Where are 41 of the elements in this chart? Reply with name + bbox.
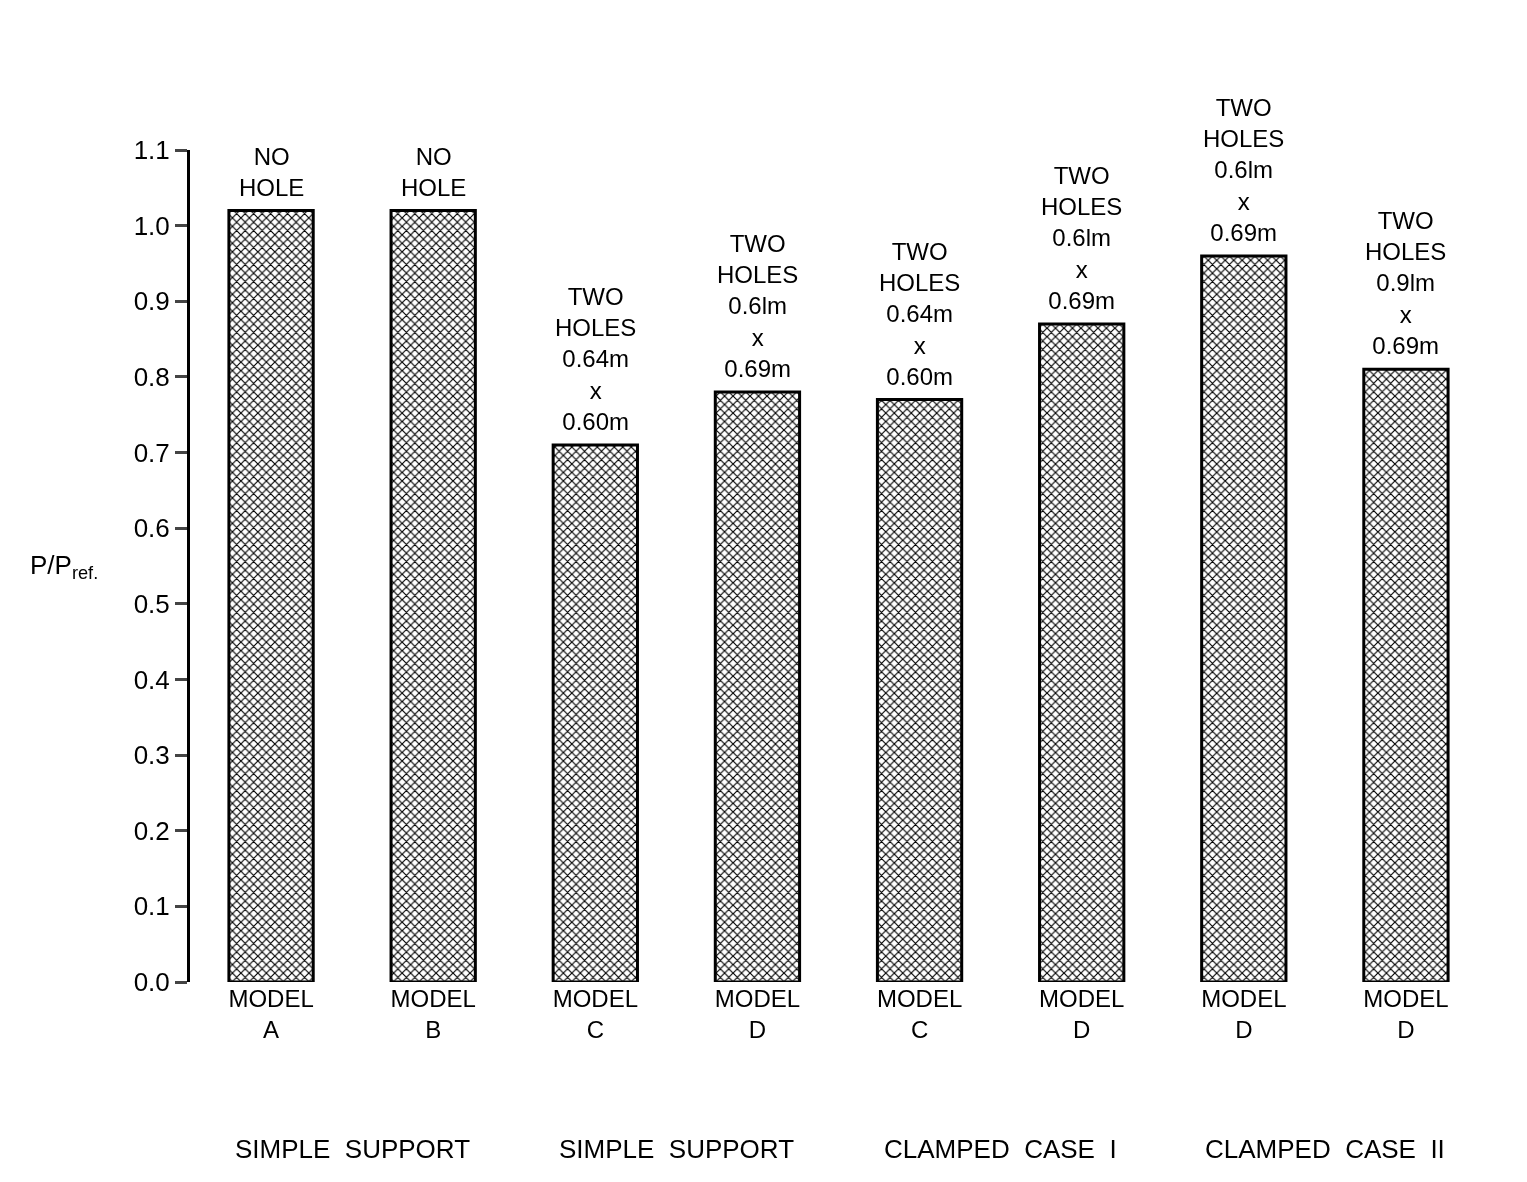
bar <box>389 209 477 982</box>
annotation: TWO HOLES 0.9lm x 0.69m <box>1365 207 1447 359</box>
y-axis-title: P/P$_{ref.}$ <box>30 550 99 584</box>
annotation: TWO HOLES 0.64m x 0.60m <box>879 238 961 390</box>
y-tick-label: 0.8 <box>133 362 170 393</box>
text: CLAMPED CASE I <box>884 1134 1117 1164</box>
y-tick-label: 0.7 <box>133 437 170 468</box>
x-tick-label: MODEL D <box>714 985 801 1044</box>
bar <box>1038 322 1126 982</box>
bar <box>713 390 802 982</box>
y-tick-label: 0.9 <box>133 286 170 317</box>
text: SIMPLE SUPPORT <box>559 1134 795 1164</box>
y-tick-label: 0.2 <box>133 815 170 846</box>
y-tick-label: 0.5 <box>133 588 170 619</box>
x-tick-label: MODEL D <box>1201 985 1287 1044</box>
y-tick-label: 1.0 <box>133 210 170 241</box>
y-tick-label: 0.4 <box>133 664 170 695</box>
bar <box>1200 254 1288 982</box>
annotation: TWO HOLES 0.6lm x 0.69m <box>1203 94 1285 246</box>
annotation: NO HOLE <box>239 143 305 202</box>
x-tick-label: MODEL D <box>1039 985 1125 1044</box>
y-tick-label: 0.3 <box>133 740 170 771</box>
y-tick-label: 1.1 <box>133 135 170 166</box>
annotation: NO HOLE <box>401 143 467 202</box>
annotation: TWO HOLES 0.64m x 0.60m <box>555 283 637 435</box>
y-tick-label: 0.1 <box>133 891 170 922</box>
annotation: TWO HOLES 0.6lm x 0.69m <box>1041 162 1123 314</box>
bar <box>551 443 639 982</box>
x-tick-label: MODEL C <box>552 985 638 1044</box>
bar <box>875 398 964 982</box>
text: SIMPLE SUPPORT <box>235 1134 471 1164</box>
annotation: TWO HOLES 0.6lm x 0.69m <box>717 230 799 382</box>
bar <box>1362 367 1450 982</box>
y-tick-label: 0.0 <box>133 967 170 998</box>
y-tick-label: 0.6 <box>133 513 170 544</box>
bar <box>227 209 315 982</box>
x-tick-label: MODEL B <box>390 985 476 1044</box>
x-tick-label: MODEL C <box>876 985 963 1044</box>
x-tick-label: MODEL D <box>1363 985 1449 1044</box>
text: CLAMPED CASE II <box>1205 1134 1445 1164</box>
x-tick-label: MODEL A <box>228 985 314 1044</box>
